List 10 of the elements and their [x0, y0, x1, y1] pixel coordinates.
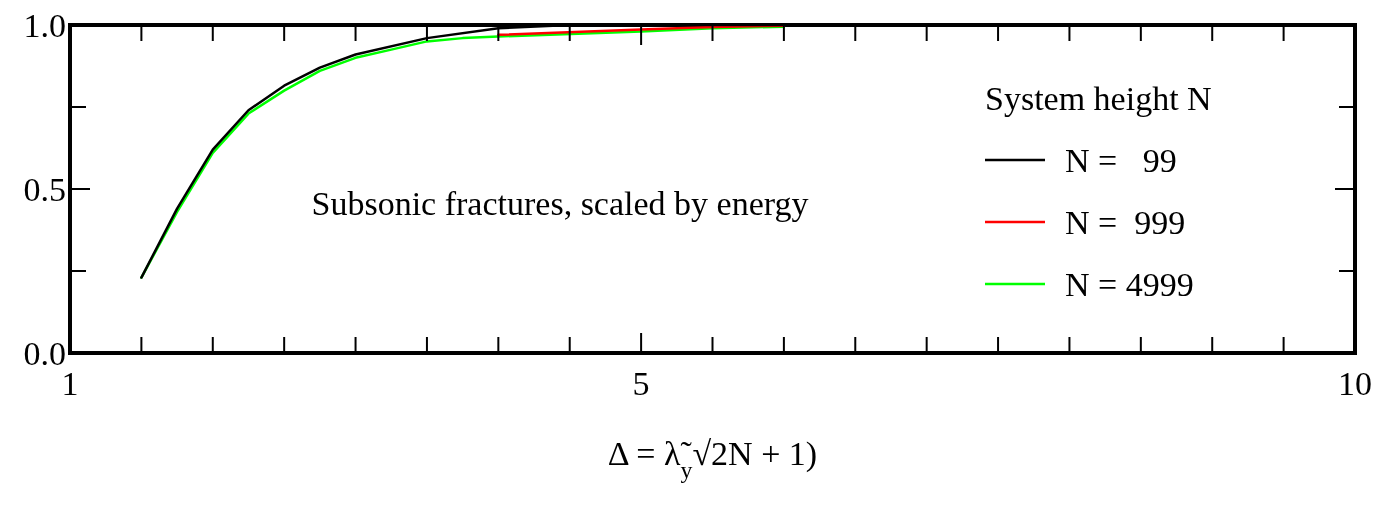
legend-label: N = 4999	[1065, 265, 1194, 303]
annotation: Subsonic fractures, scaled by energy	[311, 184, 809, 222]
x-axis-title: Δ = λ̃$_{y}$√2N + 1)	[607, 435, 818, 483]
y-tick-label: 0.5	[23, 170, 66, 208]
legend-label: N = 99	[1065, 141, 1177, 179]
x-tick-label: 10	[1338, 365, 1372, 402]
x-tick-label: 5	[632, 365, 650, 402]
legend-title: System height N	[985, 79, 1212, 117]
y-tick-label: 1.0	[23, 6, 66, 44]
legend-label: N = 999	[1065, 203, 1186, 241]
